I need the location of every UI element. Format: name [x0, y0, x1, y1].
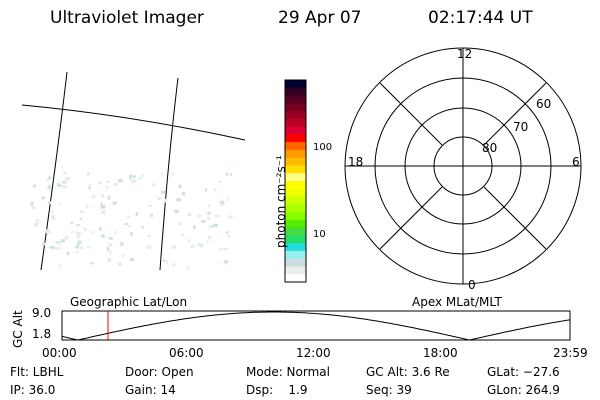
mlt-label-18: 18	[348, 155, 364, 169]
geographic-coords-label: Geographic Lat/Lon	[70, 295, 188, 309]
longitude-line-right	[159, 77, 179, 271]
colorbar-band	[285, 188, 306, 198]
colorbar-band	[285, 142, 306, 151]
xtick-1800: 18:00	[423, 346, 458, 360]
xtick-1200: 12:00	[296, 346, 331, 360]
colorbar-band	[285, 126, 306, 135]
auroral-emission-pixels	[30, 172, 233, 270]
filter-value: Flt: LBHL	[10, 365, 64, 379]
instrument-title: Ultraviolet Imager	[50, 8, 204, 28]
colorbar-band	[285, 173, 306, 182]
colorbar-band	[285, 219, 306, 229]
colorbar-band	[285, 274, 306, 283]
polar-plot	[344, 47, 582, 285]
colorbar	[285, 80, 306, 283]
colorbar-band	[285, 181, 306, 190]
mlt-label-6: 6	[572, 155, 580, 169]
glon-value: GLon: 264.9	[487, 383, 560, 397]
colorbar-band	[285, 266, 306, 275]
colorbar-band	[285, 149, 306, 159]
colorbar-band	[285, 235, 306, 244]
seq-value: Seq: 39	[366, 383, 412, 397]
colorbar-label: photon cm⁻²s⁻¹	[274, 155, 288, 248]
mlt-label-0: 0	[468, 278, 476, 292]
gain-value: Gain: 14	[125, 383, 176, 397]
mlt-label-12: 12	[457, 47, 473, 61]
ip-value: IP: 36.0	[10, 383, 56, 397]
mlat-label-60: 60	[536, 97, 552, 111]
mlat-label-70: 70	[513, 120, 529, 134]
colorbar-band	[285, 204, 306, 213]
colorbar-band	[285, 80, 306, 89]
colorbar-band	[285, 111, 306, 120]
apex-coords-label: Apex MLat/MLT	[412, 295, 502, 309]
gc-alt-value: GC Alt: 3.6 Re	[366, 365, 450, 379]
mode-value: Mode: Normal	[246, 365, 330, 379]
xtick-0600: 06:00	[169, 346, 204, 360]
colorbar-tick-100: 100	[313, 142, 333, 153]
colorbar-band	[285, 134, 306, 143]
colorbar-band	[285, 157, 306, 166]
orbit-altitude-curve	[61, 311, 571, 341]
timeline-ylabel: GC Alt	[11, 310, 25, 348]
date-label: 29 Apr 07	[278, 8, 362, 28]
mlat-label-80: 80	[482, 141, 498, 155]
ytick-1-8: 1.8	[32, 327, 52, 341]
map-grid	[21, 71, 246, 271]
colorbar-frame	[284, 79, 307, 283]
colorbar-band	[285, 243, 306, 252]
colorbar-band	[285, 95, 306, 104]
glat-value: GLat: −27.6	[487, 365, 560, 379]
colorbar-band	[285, 103, 306, 112]
colorbar-tick-10: 10	[313, 229, 326, 240]
colorbar-band	[285, 250, 306, 260]
colorbar-band	[285, 196, 306, 205]
colorbar-band	[285, 118, 306, 128]
colorbar-band	[285, 227, 306, 236]
xtick-0000: 00:00	[42, 346, 77, 360]
time-label: 02:17:44 UT	[428, 8, 533, 28]
timeline-frame	[61, 310, 571, 341]
longitude-line-left	[40, 71, 68, 271]
colorbar-band	[285, 258, 306, 267]
ytick-9: 9.0	[32, 306, 52, 320]
dsp-value: Dsp: 1.9	[246, 383, 308, 397]
colorbar-band	[285, 212, 306, 221]
colorbar-band	[285, 87, 306, 97]
xtick-2359: 23:59	[553, 346, 588, 360]
latitude-line	[21, 104, 246, 141]
colorbar-band	[285, 165, 306, 174]
door-value: Door: Open	[125, 365, 194, 379]
